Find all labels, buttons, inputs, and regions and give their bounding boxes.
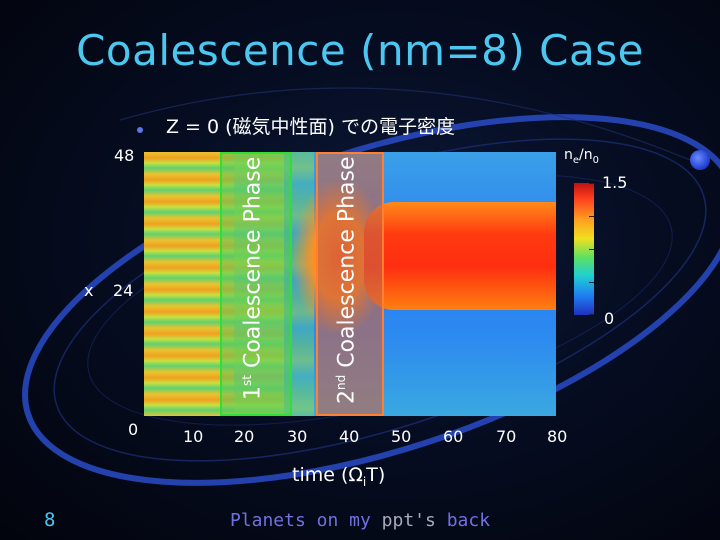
plot-subtitle: Z = 0 (磁気中性面) での電子密度 xyxy=(166,116,456,138)
colorbar-title: ne/n0 xyxy=(564,147,599,166)
x-tick-50: 50 xyxy=(391,427,412,446)
second-coalescence-phase-box xyxy=(316,152,384,416)
x-tick-30: 30 xyxy=(287,427,308,446)
x-axis-label: time (ΩiT) xyxy=(292,464,386,489)
y-tick-mid: 24 xyxy=(113,281,134,300)
y-tick-bottom: 0 xyxy=(128,420,139,439)
y-axis-label: x xyxy=(84,281,94,300)
x-tick-20: 20 xyxy=(234,427,255,446)
x-tick-10: 10 xyxy=(183,427,204,446)
first-phase-label: 1st Coalescence Phase xyxy=(240,156,266,400)
x-tick-40: 40 xyxy=(339,427,360,446)
colorbar xyxy=(574,183,594,315)
x-tick-80: 80 xyxy=(547,427,568,446)
y-tick-top: 48 xyxy=(114,146,135,165)
colorbar-min: 0 xyxy=(604,309,615,328)
colorbar-max: 1.5 xyxy=(602,173,628,192)
footer-caption: Planets on my ppt's back xyxy=(229,510,491,531)
coalesced-island xyxy=(364,202,556,310)
slide-title: Coalescence (nm=8) Case xyxy=(76,26,644,75)
second-phase-label: 2nd Coalescence Phase xyxy=(334,156,360,404)
planet-icon xyxy=(690,150,710,170)
electron-density-plot: 1st Coalescence Phase 2nd Coalescence Ph… xyxy=(144,152,556,416)
first-coalescence-phase-box xyxy=(220,152,292,416)
x-tick-70: 70 xyxy=(496,427,517,446)
x-tick-60: 60 xyxy=(443,427,464,446)
page-number: 8 xyxy=(44,509,56,531)
